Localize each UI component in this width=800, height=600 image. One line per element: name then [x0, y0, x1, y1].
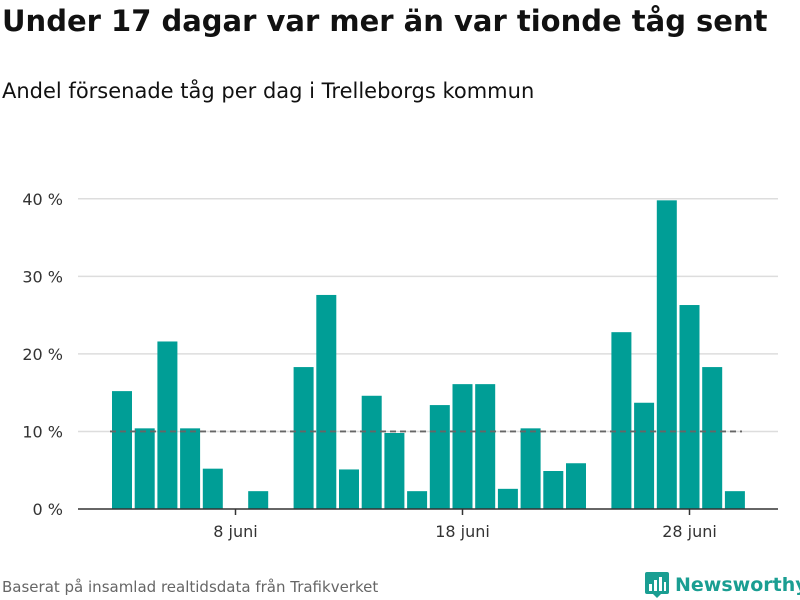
brand-logo: Newsworthy [645, 570, 800, 600]
x-tick-label: 28 juni [662, 522, 717, 541]
bar [248, 491, 269, 509]
bar [384, 432, 405, 509]
brand-name: Newsworthy [675, 574, 800, 596]
bar [407, 491, 428, 509]
y-tick-label: 40 % [22, 190, 63, 209]
bar [543, 470, 564, 509]
y-tick-label: 0 % [33, 500, 63, 519]
bar [293, 367, 314, 509]
x-tick-label: 18 juni [435, 522, 490, 541]
bar [611, 332, 632, 509]
bar [134, 428, 155, 509]
bar-layer [112, 200, 745, 509]
bar [316, 294, 337, 509]
bar [497, 488, 518, 509]
bar [724, 491, 745, 509]
bar [429, 405, 450, 509]
bar [339, 469, 359, 509]
bar [566, 463, 586, 509]
y-tick-label: 30 % [22, 267, 63, 286]
y-tick-label: 20 % [22, 345, 63, 364]
bar [452, 384, 473, 509]
bar [634, 402, 655, 509]
y-tick-label: 10 % [22, 422, 63, 441]
bar-chart-icon [645, 572, 669, 598]
bar [112, 391, 132, 509]
bar [157, 341, 178, 509]
bar [520, 428, 541, 509]
source-note: Baserat på insamlad realtidsdata från Tr… [2, 578, 379, 596]
chart-subtitle: Andel försenade tåg per dag i Trelleborg… [2, 79, 535, 103]
bar [475, 384, 496, 509]
bar [702, 367, 723, 509]
x-tick-label: 8 juni [213, 522, 257, 541]
bar [679, 305, 700, 509]
chart-title: Under 17 dagar var mer än var tionde tåg… [2, 4, 768, 38]
bar [180, 428, 201, 509]
axis-layer: 0 % 10 % 20 % 30 % 40 % 8 juni 18 juni 28 juni [22, 190, 778, 541]
bar [656, 200, 677, 509]
bar [202, 468, 223, 509]
bar [361, 395, 382, 509]
